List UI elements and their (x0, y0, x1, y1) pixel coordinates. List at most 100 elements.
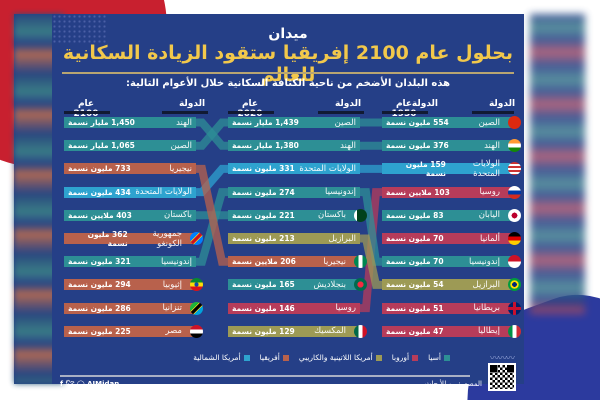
legend: 〰〰〰 أسيا أوروبا أمريكا اللاتينية والكاريبي أ… (112, 351, 515, 364)
country-name: البرازيل (328, 233, 356, 244)
col-2020-country-label: الدولة (334, 99, 362, 109)
country-row: الصين 554 مليون نسمة (382, 117, 514, 128)
col-1950-country-label: الدولة (488, 99, 516, 109)
bangladesh-flag-icon (354, 278, 367, 292)
twitter-icon[interactable]: 🐦︎ (65, 380, 75, 388)
country-row: البرازيل 54 مليون نسمة (382, 279, 514, 291)
country-row: الولايات المتحدة 159 مليون نسمة (382, 159, 514, 179)
population-value: 321 مليون نسمة (68, 257, 131, 267)
country-row: باكستان 221 مليون نسمة (228, 209, 360, 221)
population-value: 213 مليون نسمة (232, 234, 295, 243)
infographic: ميدان بحلول عام 2100 إفريقيا ستقود الزيا… (52, 14, 524, 391)
country-row: تنزانيا 286 مليون نسمة (64, 302, 196, 314)
india-flag-icon (508, 139, 521, 153)
country-row: الهند 1,380 مليار نسمة (228, 140, 360, 152)
egypt-flag-icon (190, 324, 203, 338)
title-divider (62, 72, 514, 74)
population-value: 733 مليون نسمة (68, 164, 131, 174)
population-value: 403 ملايين نسمة (68, 210, 132, 220)
connector-line (360, 234, 382, 289)
connector-line (360, 188, 382, 266)
population-value: 225 مليون نسمة (68, 326, 131, 336)
social-handle-text: AJMidan (87, 380, 120, 388)
country-name: إثيوبيا (162, 279, 182, 290)
country-row: الهند 1,450 مليار نسمة (64, 117, 196, 128)
country-name: روسيا (479, 187, 501, 198)
qr-code[interactable] (488, 363, 516, 391)
country-name: إندونيسيا (469, 256, 500, 267)
infographic-title: بحلول عام 2100 إفريقيا ستقود الزيادة الس… (62, 42, 514, 86)
country-name: اليابان (478, 210, 500, 221)
population-value: 47 مليون نسمة (386, 326, 444, 336)
legend-label: أوروبا (391, 353, 410, 362)
legend-item: أمريكا اللاتينية والكاريبي (299, 353, 382, 362)
population-value: 1,439 مليار نسمة (232, 118, 299, 127)
legend-label: أفريقيا (259, 353, 280, 362)
population-value: 206 ملايين نسمة (232, 257, 296, 267)
footer-divider (60, 375, 470, 377)
legend-label: أمريكا اللاتينية والكاريبي (298, 353, 373, 362)
tanzania-flag-icon (190, 301, 203, 315)
usa-flag-icon (508, 162, 521, 176)
country-row: الصين 1,439 مليار نسمة (228, 117, 360, 128)
country-row: البرازيل 213 مليون نسمة (228, 233, 360, 244)
wave-decoration: 〰〰〰 (489, 354, 515, 364)
country-row: إثيوبيا 294 مليون نسمة (64, 279, 196, 291)
country-row: مصر 225 مليون نسمة (64, 325, 196, 337)
nigeria-flag-icon (354, 255, 367, 269)
legend-label: أمريكا الشمالية (193, 353, 241, 362)
population-value: 129 مليون نسمة (232, 326, 295, 336)
country-name: الهند (176, 117, 192, 128)
russia-flag-icon (508, 185, 521, 199)
population-value: 362 مليون نسمة (87, 229, 128, 248)
population-value: 294 مليون نسمة (68, 280, 131, 290)
china-flag-icon (508, 116, 521, 129)
col-1950-year-header: عام 1950 (391, 99, 417, 119)
country-row: روسيا 103 ملايين نسمة (382, 186, 514, 198)
country-name: البرازيل (472, 279, 500, 290)
legend-swatch (443, 355, 450, 361)
country-row: الولايات المتحدة 331 مليون نسمة (228, 163, 360, 175)
population-value: 1,380 مليار نسمة (232, 141, 299, 151)
pakistan-flag-icon (354, 208, 367, 222)
country-name: الهند (484, 140, 500, 151)
country-name: تنزانيا (162, 303, 182, 314)
country-name: نيجيريا (323, 256, 346, 267)
population-value: 331 مليون نسمة (232, 164, 295, 174)
population-value: 159 مليون نسمة (405, 159, 446, 178)
population-value: 1,450 مليار نسمة (68, 118, 135, 127)
social-handles[interactable]: f 🐦︎ ◯ AJMidan (60, 380, 119, 388)
country-row: إيطاليا 47 مليون نسمة (382, 325, 514, 337)
uk-flag-icon (508, 301, 521, 315)
infographic-subtitle: هذه البلدان الأضخم من ناحية الكثافة السك… (125, 78, 451, 89)
population-value: 286 مليون نسمة (68, 303, 131, 313)
col-1950-country-header: الدولة (411, 99, 438, 109)
country-row: نيجيريا 206 ملايين نسمة (228, 256, 360, 268)
legend-item: أفريقيا (260, 353, 289, 362)
country-name: روسيا (335, 303, 357, 314)
facebook-icon[interactable]: f (60, 380, 64, 388)
country-name: نيجيريا (169, 163, 192, 174)
country-row: الصين 1,065 مليار نسمة (64, 140, 196, 152)
country-row: نيجيريا 733 مليون نسمة (64, 163, 196, 175)
population-value: 83 مليون نسمة (386, 210, 444, 220)
population-value: 376 مليون نسمة (386, 141, 449, 151)
country-row: المكسيك 129 مليون نسمة (228, 325, 360, 337)
ranking-connector-lines (196, 118, 382, 313)
dot-pattern (52, 14, 107, 44)
country-name: الصين (478, 117, 500, 128)
japan-flag-icon (508, 208, 521, 222)
header-underline (318, 111, 364, 114)
country-row: الولايات المتحدة 434 مليون نسمة (64, 186, 196, 198)
population-value: 165 مليون نسمة (232, 280, 295, 290)
country-row: باكستان 403 ملايين نسمة (64, 209, 196, 221)
country-name: باكستان (164, 210, 192, 221)
source-credit: المصدر: بيو للأبحاث (424, 380, 482, 388)
population-value: 70 مليون نسمة (386, 234, 444, 243)
instagram-icon[interactable]: ◯ (76, 380, 85, 388)
country-row: بريطانيا 51 مليون نسمة (382, 302, 514, 314)
legend-label: أسيا (428, 353, 441, 362)
population-value: 70 مليون نسمة (386, 257, 444, 267)
country-name: الولايات المتحدة (472, 158, 500, 179)
header-underline (64, 111, 110, 114)
